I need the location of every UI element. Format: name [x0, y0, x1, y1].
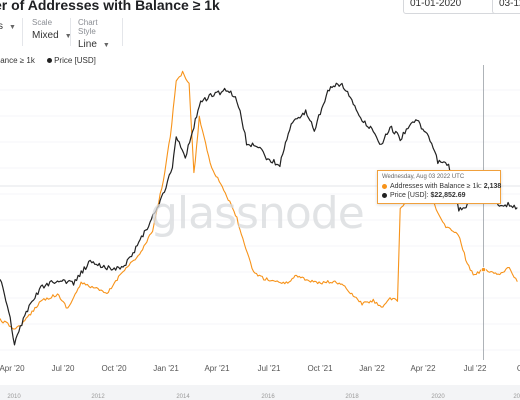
scale-select[interactable]: Scale Mixed ▼: [32, 18, 72, 41]
resolution-select[interactable]: s ▼: [0, 18, 16, 32]
navigator-tick-label: 2020: [431, 394, 445, 400]
control-label: Chart Style: [78, 18, 98, 36]
navigator-tick-label: 2022: [513, 394, 520, 400]
x-tick-label: Oct '21: [307, 364, 333, 373]
chevron-down-icon: ▼: [9, 24, 16, 31]
x-tick-label: Jul '21: [257, 364, 281, 373]
chart-title: er of Addresses with Balance ≥ 1k: [0, 0, 220, 13]
orange-dot-icon: [382, 183, 387, 189]
x-tick-label: Jul '20: [51, 364, 75, 373]
tooltip-label: Price [USD]:: [390, 192, 429, 199]
control-value: s: [0, 21, 3, 32]
range-navigator[interactable]: [0, 385, 520, 400]
control-label: Scale: [32, 18, 53, 27]
x-tick-label: Apr '20: [0, 364, 25, 373]
control-value: Mixed: [32, 30, 59, 41]
chart-legend: alance ≥ 1k Price [USD]: [0, 56, 102, 65]
tooltip-date: Wednesday, Aug 03 2022 UTC: [382, 174, 465, 180]
tooltip-value: 2,138: [483, 183, 502, 190]
navigator-tick-label: 2018: [345, 394, 359, 400]
series-line-price[interactable]: [0, 82, 518, 346]
date-to-input[interactable]: 03-12-: [492, 0, 520, 14]
legend-label: Price [USD]: [54, 56, 96, 65]
chevron-down-icon: ▼: [102, 42, 110, 49]
tooltip-label: Addresses with Balance ≥ 1k:: [390, 183, 482, 190]
legend-item-price[interactable]: Price [USD]: [43, 56, 96, 65]
divider: [22, 18, 23, 46]
navigator-tick-label: 2012: [91, 394, 105, 400]
navigator-tick-label: 2010: [7, 394, 21, 400]
navigator-tick-label: 2014: [176, 394, 190, 400]
divider: [122, 18, 123, 46]
chart-style-select[interactable]: Chart Style Line ▼: [78, 18, 110, 50]
legend-label: alance ≥ 1k: [0, 56, 35, 65]
x-tick-label: Apr '21: [204, 364, 230, 373]
tooltip-value: $22,852.69: [430, 192, 466, 199]
date-from-input[interactable]: 01-01-2020: [403, 0, 497, 14]
x-tick-label: Apr '22: [410, 364, 436, 373]
chevron-down-icon: ▼: [64, 33, 72, 40]
x-tick-label: O: [517, 364, 520, 373]
legend-dot-icon: [47, 58, 53, 64]
navigator-tick-label: 2016: [261, 394, 275, 400]
control-value: Line: [78, 39, 97, 50]
divider: [70, 18, 71, 46]
marker-addresses: [480, 267, 487, 273]
x-tick-label: Jan '22: [359, 364, 385, 373]
x-tick-label: Jul '22: [463, 364, 487, 373]
x-tick-label: Jan '21: [153, 364, 179, 373]
chart-tooltip: Wednesday, Aug 03 2022 UTC Addresses wit…: [377, 170, 501, 204]
black-dot-icon: [382, 192, 387, 198]
x-tick-label: Oct '20: [101, 364, 127, 373]
watermark: glassnode: [150, 188, 365, 239]
chart-grid: [0, 89, 520, 351]
legend-item-addresses[interactable]: alance ≥ 1k: [0, 56, 35, 65]
